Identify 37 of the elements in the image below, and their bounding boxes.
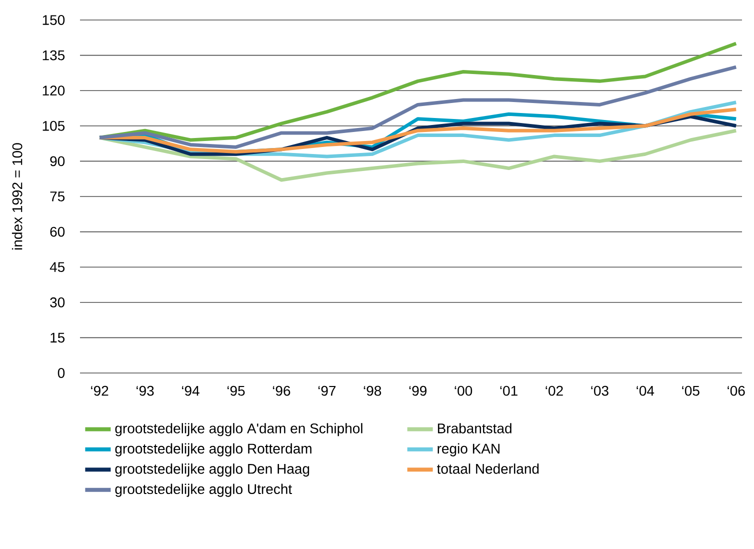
y-tick-label: 60 <box>50 226 65 237</box>
y-tick-label: 30 <box>50 297 65 308</box>
y-tick-label: 15 <box>50 332 65 343</box>
legend-label: grootstedelijke agglo Utrecht <box>115 484 292 497</box>
legend-label: grootstedelijke agglo Den Haag <box>115 464 310 477</box>
legend-label: regio KAN <box>438 443 500 456</box>
y-tick-label: 90 <box>50 156 65 166</box>
y-axis-title: index 1992 = 100 <box>12 143 22 250</box>
x-tick-label: ‘98 <box>364 386 382 396</box>
y-tick-label: 0 <box>58 368 65 378</box>
x-tick-label: ‘04 <box>636 386 654 396</box>
legend-label: Brabantstad <box>438 423 512 434</box>
x-tick-label: ‘95 <box>227 386 245 396</box>
x-tick-label: ‘01 <box>500 386 518 396</box>
y-tick-label: 135 <box>42 50 65 60</box>
x-tick-label: ‘02 <box>546 386 563 396</box>
x-tick-label: ‘93 <box>136 386 154 396</box>
x-tick-label: ‘00 <box>454 386 472 396</box>
line-series <box>98 65 738 149</box>
x-tick-label: ‘97 <box>318 386 336 396</box>
x-tick-label: ‘92 <box>91 386 108 396</box>
legend-label: totaal Nederland <box>437 464 539 474</box>
y-tick-label: 105 <box>42 120 65 131</box>
x-tick-label: ‘03 <box>591 386 608 396</box>
line-series <box>98 128 738 182</box>
legend-label: grootstedelijke agglo A'dam en Schiphol <box>115 423 362 436</box>
y-tick-label: 45 <box>50 262 65 272</box>
x-tick-label: ‘96 <box>272 386 290 396</box>
legend-label: grootstedelijke agglo Rotterdam <box>115 443 312 456</box>
x-tick-label: ‘06 <box>728 386 745 396</box>
x-tick-label: ‘05 <box>682 386 700 396</box>
y-tick-label: 75 <box>50 192 65 202</box>
x-tick-label: ‘94 <box>182 386 200 396</box>
y-tick-label: 120 <box>42 86 65 96</box>
x-tick-label: ‘99 <box>409 386 426 396</box>
y-tick-label: 150 <box>42 15 65 25</box>
line-series <box>98 42 738 142</box>
